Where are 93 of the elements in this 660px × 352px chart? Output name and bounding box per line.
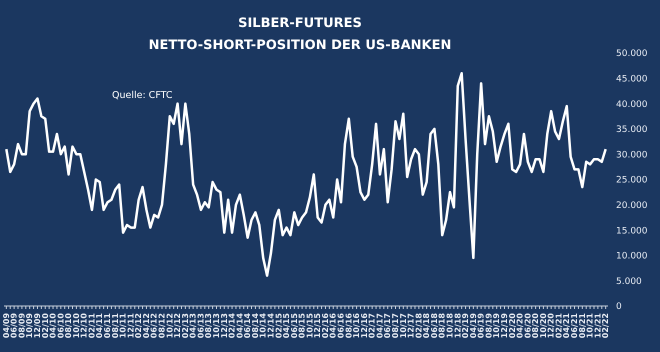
x-tick-label: 06/18 [430,312,439,338]
x-tick-label: 10/11 [118,312,128,338]
x-tick-label: 10/18 [445,312,454,338]
x-tick-label: 12/16 [360,312,369,338]
x-tick-label: 08/14 [250,312,260,338]
y-tick-label: 0 [616,302,622,312]
x-tick-label: 02/16 [320,312,330,338]
y-tick-label: 20.000 [616,200,648,211]
y-tick-label: 15.000 [616,226,648,236]
x-tick-label: 02/19 [461,312,470,338]
x-tick-label: 08/09 [17,312,26,338]
x-tick-label: 04/13 [188,313,198,338]
x-tick-label: 02/22 [601,313,610,338]
x-tick-label: 10/13 [212,313,221,338]
x-tick-label: 12/10 [80,312,89,338]
x-tick-label: 10/10 [72,312,81,338]
x-tick-label: 08/20 [531,312,540,338]
x-tick-label: 10/19 [492,312,502,338]
x-tick-label: 02/14 [228,312,237,338]
x-tick-label: 06/09 [10,312,19,338]
y-tick-label: 5.000 [616,276,642,287]
x-tick-label: 10/14 [258,312,268,338]
x-tick-label: 10/21 [586,312,595,338]
x-tick-label: 02/13 [180,313,190,338]
x-tick-label: 08/12 [158,313,167,338]
y-tick-label: 30.000 [616,150,648,160]
x-tick-label: 08/18 [438,312,447,338]
x-tick-label: 10/16 [352,312,362,338]
x-tick-label: 12/18 [453,312,462,338]
x-tick-label: 06/16 [336,312,346,338]
y-tick-label: 40.000 [616,100,648,110]
y-tick-label: 10.000 [616,252,648,262]
x-tick-label: 08/21 [578,312,587,338]
x-tick-label: 04/21 [562,312,572,338]
x-tick-label: 08/16 [344,312,354,338]
x-tick-label: 04/16 [328,312,338,338]
x-tick-label: 04/15 [282,312,292,338]
x-tick-label: 02/12 [134,313,144,338]
x-tick-label: 12/13 [220,313,229,338]
x-tick-label: 06/19 [476,312,486,338]
x-tick-label: 04/12 [142,313,151,338]
x-tick-label: 12/17 [406,313,416,338]
x-tick-label: 10/09 [25,312,34,338]
x-tick-label: 06/12 [150,313,159,338]
x-tick-label: 02/15 [274,312,284,338]
x-tick-label: 08/11 [110,312,120,338]
x-tick-label: 04/14 [235,312,244,338]
x-tick-label: 06/17 [383,313,392,338]
x-tick-label: 08/15 [298,312,307,338]
x-tick-label: 08/17 [391,313,400,338]
x-tick-label: 10/17 [398,313,408,338]
line-series [5,72,607,277]
y-tick-label: 50.000 [616,49,648,60]
chart-subtitle: NETTO-SHORT-POSITION DER US-BANKEN [148,37,452,55]
y-tick-label: 45.000 [616,74,648,84]
x-tick-label: 02/18 [414,312,424,338]
x-tick-label: 04/19 [468,312,478,338]
y-tick-label: 25.000 [616,176,648,186]
x-tick-label: 08/13 [204,313,214,338]
x-tick-label: 08/10 [64,312,74,338]
x-tick-label: 06/11 [103,312,112,338]
x-tick-label: 04/18 [422,312,432,338]
x-tick-label: 02/21 [554,312,564,338]
x-tick-label: 06/20 [523,312,532,338]
x-tick-label: 06/13 [196,313,206,338]
x-tick-label: 10/20 [538,312,548,338]
x-tick-label: 04/09 [2,312,11,338]
x-tick-label: 10/15 [305,312,314,338]
x-tick-label: 12/15 [313,312,322,338]
x-tick-label: 12/12 [173,313,182,338]
annotation: Quelle: CFTC [112,90,172,101]
x-tick-label: 12/09 [32,312,42,338]
x-tick-label: 08/19 [484,312,494,338]
x-tick-label: 12/20 [546,312,556,338]
x-tick-label: 12/11 [126,312,136,338]
x-tick-label: 10/12 [165,313,174,338]
x-tick-label: 02/20 [508,312,517,338]
x-tick-label: 04/10 [48,312,58,338]
x-tick-label: 12/14 [266,312,276,338]
x-tick-label: 02/10 [40,312,50,338]
x-tick-label: 06/14 [243,312,252,338]
chart-title: SILBER-FUTURES [237,15,363,33]
x-tick-label: 06/15 [290,312,299,338]
x-tick-label: 02/11 [87,312,96,338]
x-tick-label: 12/19 [500,312,509,338]
x-tick-label: 04/11 [95,312,104,338]
x-tick-label: 12/21 [593,312,602,338]
x-tick-label: 06/21 [570,312,580,338]
x-tick-label: 06/10 [56,312,66,338]
x-tick-label: 02/17 [368,313,377,338]
x-tick-label: 04/17 [375,313,384,338]
x-tick-label: 04/20 [516,312,525,338]
y-tick-label: 35.000 [616,125,648,136]
